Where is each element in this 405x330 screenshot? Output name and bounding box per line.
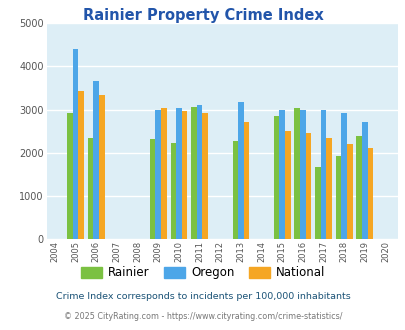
Bar — [335, 156, 341, 239]
Bar — [279, 111, 284, 239]
Bar — [72, 49, 78, 239]
Bar — [191, 107, 196, 239]
Bar — [88, 138, 93, 239]
Bar — [320, 111, 326, 239]
Legend: Rainier, Oregon, National: Rainier, Oregon, National — [76, 262, 329, 284]
Bar — [232, 141, 237, 239]
Bar — [202, 113, 207, 239]
Bar — [99, 95, 104, 239]
Bar — [170, 143, 176, 239]
Bar — [237, 102, 243, 239]
Bar — [341, 114, 346, 239]
Bar — [294, 108, 299, 239]
Bar — [284, 131, 290, 239]
Bar — [176, 108, 181, 239]
Bar — [161, 108, 166, 239]
Bar — [67, 113, 72, 239]
Bar — [356, 136, 361, 239]
Text: Crime Index corresponds to incidents per 100,000 inhabitants: Crime Index corresponds to incidents per… — [55, 292, 350, 301]
Bar — [346, 144, 352, 239]
Bar — [149, 139, 155, 239]
Bar — [305, 133, 311, 239]
Bar — [243, 122, 249, 239]
Bar — [326, 138, 331, 239]
Bar — [361, 122, 367, 239]
Bar — [299, 110, 305, 239]
Bar — [273, 116, 279, 239]
Bar — [155, 111, 161, 239]
Bar — [367, 148, 372, 239]
Bar — [93, 82, 99, 239]
Text: © 2025 CityRating.com - https://www.cityrating.com/crime-statistics/: © 2025 CityRating.com - https://www.city… — [64, 312, 341, 321]
Bar — [196, 105, 202, 239]
Bar — [314, 167, 320, 239]
Text: Rainier Property Crime Index: Rainier Property Crime Index — [83, 8, 322, 23]
Bar — [181, 111, 187, 239]
Bar — [78, 91, 84, 239]
